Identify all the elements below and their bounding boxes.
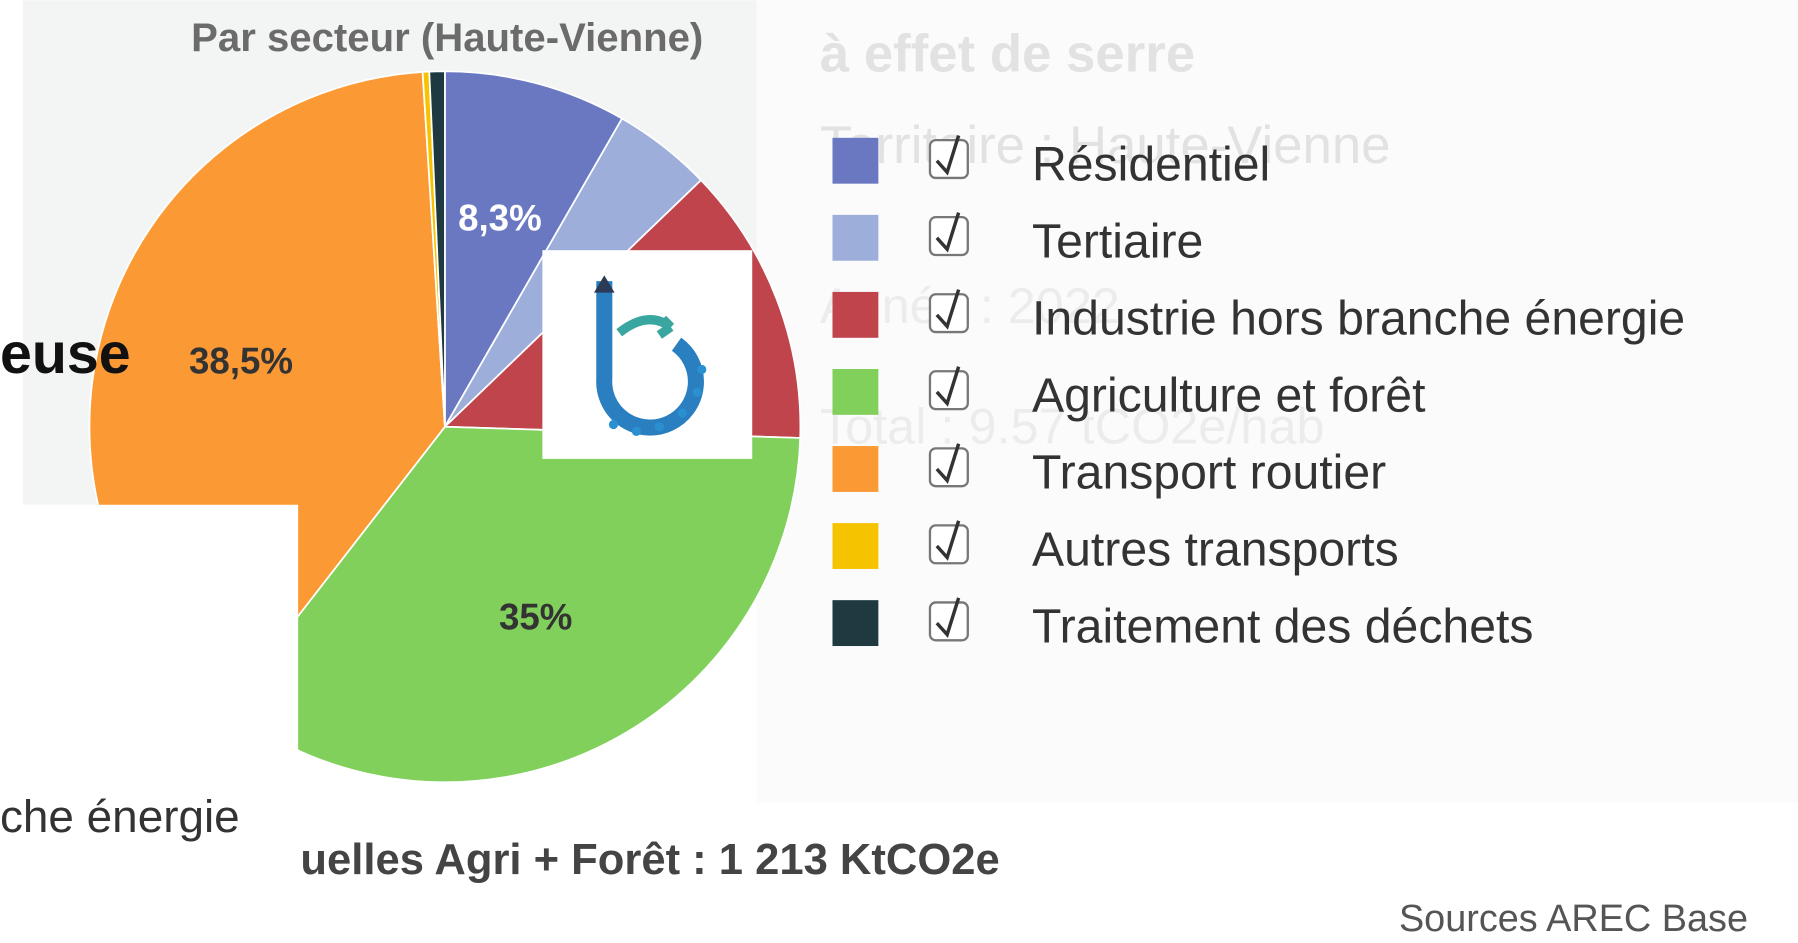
- logo: [593, 275, 707, 436]
- legend-label: Résidentiel: [1032, 137, 1270, 191]
- legend-checkbox[interactable]: [928, 524, 969, 565]
- background-text: Territoire : Haute-Vienne: [820, 116, 1391, 175]
- legend-label: Traitement des déchets: [1032, 600, 1533, 654]
- legend-swatch: [832, 523, 879, 569]
- pie-slice: [428, 70, 446, 427]
- legend-label: Tertiaire: [1032, 214, 1203, 268]
- legend-swatch: [832, 368, 879, 415]
- legend-label: Industrie hors branche énergie: [1032, 291, 1685, 345]
- legend-checkbox[interactable]: [928, 216, 969, 257]
- legend-checkbox[interactable]: [928, 447, 969, 488]
- legend-checkbox[interactable]: [928, 601, 969, 642]
- data-label: 38,5%: [189, 341, 293, 382]
- checkmark: [935, 289, 961, 330]
- legend-swatch: [832, 600, 879, 647]
- left-word: euse: [0, 322, 131, 386]
- checkmark: [935, 135, 961, 176]
- left-panel: [0, 504, 299, 943]
- legend-label: Agriculture et forêt: [1032, 369, 1426, 423]
- data-label: 8,3%: [458, 197, 542, 238]
- checkmark: [935, 443, 961, 484]
- legend-swatch: [832, 214, 879, 261]
- legend-label: Autres transports: [1032, 523, 1399, 577]
- legend-swatch: [832, 446, 879, 492]
- pie-slice: [225, 425, 802, 784]
- data-label: 35%: [499, 596, 572, 637]
- legend-label: Transport routier: [1032, 446, 1386, 500]
- chart-title: Par secteur (Haute-Vienne): [191, 15, 703, 60]
- left-caption: che énergie: [0, 790, 240, 842]
- total-text: uelles Agri + Forêt : 1 213 KtCO2e: [300, 836, 999, 884]
- legend-checkbox[interactable]: [928, 370, 969, 411]
- background-text: Total : 9.57 tCO2e/hab: [820, 398, 1325, 455]
- checkmark: [935, 597, 961, 638]
- legend-checkbox[interactable]: [928, 293, 969, 334]
- checkmark: [935, 520, 961, 561]
- legend-checkbox[interactable]: [928, 138, 969, 180]
- legend-swatch: [832, 137, 879, 184]
- background-text: à effet de serre: [820, 24, 1195, 83]
- pie-slice: [444, 70, 624, 431]
- checkmark: [935, 212, 961, 253]
- legend-swatch: [832, 291, 879, 338]
- checkmark: [935, 366, 961, 407]
- sources-text: Sources AREC Base: [1399, 898, 1748, 940]
- legend: Résidentiel Tertiaire Industrie hors branc…: [832, 135, 1685, 654]
